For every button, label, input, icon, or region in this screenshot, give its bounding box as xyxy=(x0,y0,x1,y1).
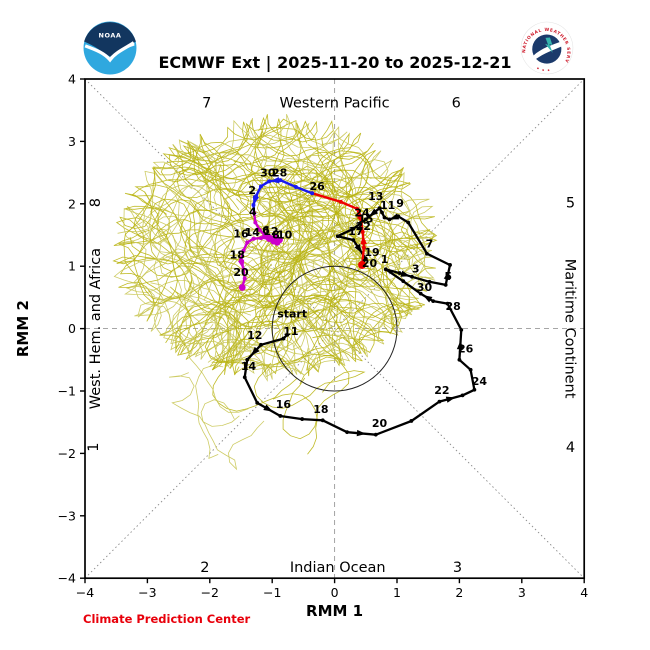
svg-text:6: 6 xyxy=(452,96,461,112)
svg-text:14: 14 xyxy=(241,360,257,373)
svg-text:18: 18 xyxy=(230,249,245,262)
svg-text:24: 24 xyxy=(354,206,370,219)
svg-text:4: 4 xyxy=(68,72,76,87)
svg-text:12: 12 xyxy=(263,225,278,238)
svg-text:7: 7 xyxy=(426,237,434,250)
svg-text:20: 20 xyxy=(372,417,388,430)
svg-text:0: 0 xyxy=(331,585,339,600)
svg-text:17: 17 xyxy=(348,225,363,238)
svg-text:26: 26 xyxy=(458,342,474,355)
y-axis-label: RMM 2 xyxy=(14,300,32,357)
svg-text:20: 20 xyxy=(233,266,249,279)
forecast-weeks3to5 xyxy=(237,211,283,290)
svg-text:Maritime Continent: Maritime Continent xyxy=(562,259,578,399)
svg-text:28: 28 xyxy=(446,300,461,313)
svg-text:30: 30 xyxy=(417,281,433,294)
nws-logo: NATIONAL WEATHER SERVICE xyxy=(520,21,574,75)
svg-text:−2: −2 xyxy=(58,446,76,461)
svg-text:7: 7 xyxy=(202,96,211,112)
svg-text:3: 3 xyxy=(412,262,420,275)
svg-text:4: 4 xyxy=(566,440,575,456)
svg-text:15: 15 xyxy=(358,213,373,226)
svg-text:−4: −4 xyxy=(58,571,76,586)
svg-text:1: 1 xyxy=(68,259,76,274)
svg-text:−1: −1 xyxy=(58,384,76,399)
svg-text:2: 2 xyxy=(248,184,256,197)
svg-text:0: 0 xyxy=(68,321,76,336)
svg-text:6: 6 xyxy=(262,224,270,237)
svg-text:1: 1 xyxy=(86,443,102,452)
svg-text:start: start xyxy=(277,307,307,320)
svg-text:9: 9 xyxy=(396,197,404,210)
svg-text:−1: −1 xyxy=(263,585,281,600)
svg-text:18: 18 xyxy=(313,403,328,416)
svg-text:5: 5 xyxy=(444,270,452,283)
svg-text:4: 4 xyxy=(580,585,588,600)
x-axis-label: RMM 1 xyxy=(306,602,363,620)
forecast-end-marker xyxy=(238,284,246,291)
svg-text:4: 4 xyxy=(249,206,257,219)
svg-text:19: 19 xyxy=(364,246,379,259)
chart-title: ECMWF Ext | 2025-11-20 to 2025-12-21 xyxy=(158,53,512,72)
svg-text:1: 1 xyxy=(381,253,389,266)
svg-text:20: 20 xyxy=(362,257,378,270)
svg-text:Western Pacific: Western Pacific xyxy=(280,96,390,112)
svg-text:10: 10 xyxy=(277,229,293,242)
svg-text:22: 22 xyxy=(434,384,449,397)
svg-text:5: 5 xyxy=(566,196,575,212)
svg-text:16: 16 xyxy=(233,227,249,240)
svg-text:8: 8 xyxy=(88,198,104,207)
svg-text:3: 3 xyxy=(453,560,462,576)
forecast-start-marker xyxy=(358,260,367,269)
svg-text:26: 26 xyxy=(309,180,325,193)
svg-text:West. Hem. and Africa: West. Hem. and Africa xyxy=(88,248,104,409)
svg-text:16: 16 xyxy=(276,398,292,411)
noaa-logo: NOAA xyxy=(83,21,137,75)
svg-text:11: 11 xyxy=(380,199,395,212)
observed-trajectory xyxy=(242,206,477,437)
svg-text:−3: −3 xyxy=(138,585,156,600)
svg-text:22: 22 xyxy=(356,220,371,233)
svg-text:12: 12 xyxy=(247,329,262,342)
svg-text:11: 11 xyxy=(283,325,298,338)
svg-text:−3: −3 xyxy=(58,508,76,523)
forecast-week2 xyxy=(251,177,315,216)
svg-text:24: 24 xyxy=(472,375,488,388)
svg-text:Indian Ocean: Indian Ocean xyxy=(290,560,386,576)
svg-text:14: 14 xyxy=(245,226,261,239)
svg-text:8: 8 xyxy=(272,229,280,242)
svg-text:30: 30 xyxy=(260,166,276,179)
svg-text:3: 3 xyxy=(68,134,76,149)
svg-text:−4: −4 xyxy=(76,585,94,600)
svg-text:13: 13 xyxy=(368,190,383,203)
svg-text:2: 2 xyxy=(200,560,209,576)
svg-text:2: 2 xyxy=(68,196,76,211)
svg-text:−2: −2 xyxy=(201,585,219,600)
credit-text: Climate Prediction Center xyxy=(83,612,251,626)
svg-text:3: 3 xyxy=(518,585,526,600)
svg-text:28: 28 xyxy=(272,166,287,179)
svg-text:1: 1 xyxy=(393,585,401,600)
unit-circle xyxy=(271,265,398,392)
svg-text:2: 2 xyxy=(455,585,463,600)
noaa-logo-text: NOAA xyxy=(99,32,122,40)
